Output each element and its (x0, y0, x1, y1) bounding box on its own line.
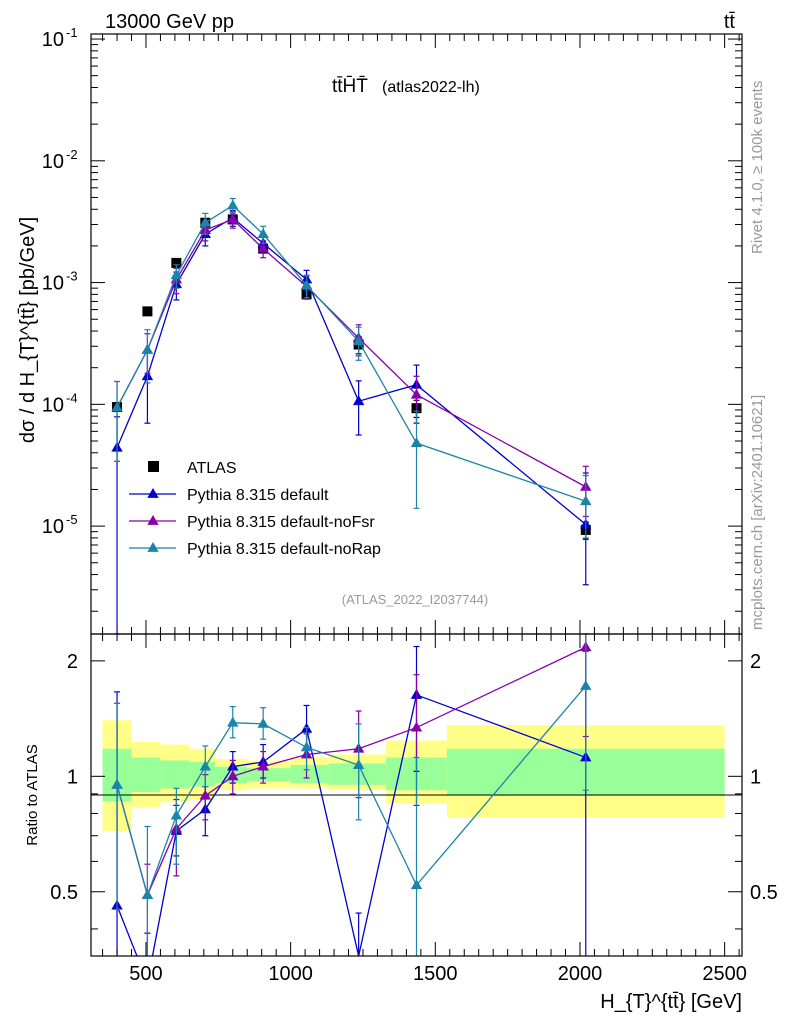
ratio-bands (102, 720, 725, 832)
series-pythia-8-315-default (111, 210, 592, 635)
main-subtitle: (atlas2022-lh) (382, 79, 480, 96)
y-tick-label: 10 (42, 151, 64, 173)
legend-label: ATLAS (187, 460, 237, 477)
data-point (410, 437, 423, 448)
data-point (227, 213, 239, 224)
ratio-y-tick-label-right: 0.5 (750, 882, 778, 904)
ratio-point (580, 679, 592, 690)
legend-item: Pythia 8.315 default-noRap (129, 541, 381, 558)
ratio-point (199, 760, 211, 771)
x-tick-label: 1500 (413, 963, 458, 985)
x-tick-label: 1000 (268, 963, 313, 985)
data-point (410, 388, 423, 399)
data-point (111, 401, 123, 412)
data-point (170, 269, 183, 280)
ratio-point (111, 778, 123, 789)
ratio-point (199, 789, 211, 800)
legend-marker (147, 515, 159, 525)
ratio-line (116, 646, 587, 898)
y-tick-label: 10 (42, 516, 64, 538)
series-line (116, 204, 586, 502)
legend-marker (148, 461, 159, 472)
process-label: tt̄ (724, 11, 736, 33)
y-tick-label-exponent: -5 (66, 512, 78, 527)
x-axis-label: H_{T}^{tt̄} [GeV] (600, 991, 742, 1013)
ratio-line (116, 685, 587, 898)
x-tick-label: 500 (129, 963, 162, 985)
main-plot: 10-110-210-310-410-5 tt̄H̄T̄ (atlas2022-… (17, 25, 743, 635)
ratio-y-tick-label-left: 1 (67, 766, 78, 788)
ratio-series (111, 633, 592, 956)
legend-item: Pythia 8.315 default-noFsr (129, 514, 375, 531)
data-point (141, 343, 154, 354)
y-tick-label: 10 (42, 29, 64, 51)
ratio-plot: 0.5 0.51 12 2500 1000 1500 2000 2500 Ratio to A… (24, 633, 778, 1013)
y-tick-label-exponent: -2 (66, 147, 78, 162)
ratio-point (227, 770, 239, 781)
main-ylabel: dσ / d H_{T}^{tt̄} [pb/GeV] (17, 217, 39, 443)
stat-uncertainty-band (247, 768, 291, 782)
ratio-y-tick-label-right: 2 (750, 651, 761, 673)
ratio-ylabel: Ratio to ATLAS (24, 744, 41, 845)
data-point (300, 279, 313, 290)
x-tick-label: 2500 (702, 963, 747, 985)
series-pythia-8-315-default-nofsr (111, 211, 592, 518)
data-point (142, 306, 153, 317)
mcplots-label: mcplots.cern.ch [arXiv:2401.10621] (749, 395, 766, 630)
ratio-point (170, 809, 183, 820)
legend-item: ATLAS (148, 460, 237, 477)
ratio-point (300, 741, 313, 752)
y-tick-label-exponent: -3 (66, 269, 78, 284)
ratio-point (141, 889, 154, 900)
legend: ATLAS Pythia 8.315 default Pythia 8.315 de… (129, 460, 381, 558)
data-point (352, 395, 365, 406)
main-series (111, 197, 592, 635)
data-point (257, 228, 269, 239)
legend-marker (147, 542, 159, 552)
y-tick-label-exponent: -4 (66, 390, 78, 405)
ratio-y-tick-label-right: 1 (750, 766, 761, 788)
data-point (171, 257, 182, 268)
data-point (227, 199, 239, 210)
y-tick-label: 10 (42, 273, 64, 295)
data-point (257, 242, 269, 253)
ratio-frame (90, 633, 743, 957)
series-line (116, 218, 587, 488)
ratio-y-tick-label-left: 2 (67, 651, 78, 673)
data-point (580, 495, 592, 506)
series-atlas (112, 214, 591, 540)
x-tick-label: 2000 (558, 963, 603, 985)
ratio-y-tick-label-left: 0.5 (50, 882, 78, 904)
main-ticks: 10-110-210-310-410-5 (42, 25, 742, 634)
legend-label: Pythia 8.315 default-noFsr (187, 514, 375, 531)
energy-label: 13000 GeV pp (105, 11, 234, 33)
main-watermark: (ATLAS_2022_I2037744) (342, 592, 488, 607)
ratio-ticks: 0.5 0.51 12 2500 1000 1500 2000 2500 (50, 634, 778, 985)
legend-label: Pythia 8.315 default-noRap (187, 541, 381, 558)
legend-label: Pythia 8.315 default (187, 487, 329, 504)
series-pythia-8-315-default-norap (111, 197, 592, 539)
y-tick-label-exponent: -1 (66, 25, 78, 40)
legend-item: Pythia 8.315 default (129, 487, 329, 504)
y-tick-label: 10 (42, 394, 64, 416)
ratio-point (410, 879, 423, 890)
series-line (116, 217, 587, 526)
data-point (352, 335, 365, 346)
legend-marker (147, 488, 159, 498)
ratio-point (410, 721, 423, 732)
ratio-point (257, 717, 269, 728)
stat-uncertainty-band (160, 760, 190, 789)
stat-uncertainty-band (328, 763, 387, 785)
ratio-point (257, 760, 269, 771)
data-point (199, 216, 211, 227)
stat-uncertainty-band (131, 757, 161, 793)
stat-uncertainty-band (290, 765, 329, 784)
ratio-point (352, 759, 365, 769)
ratio-point (227, 716, 239, 727)
main-title: tt̄H̄T̄ (332, 76, 368, 97)
rivet-label: Rivet 4.1.0, ≥ 100k events (749, 81, 766, 254)
